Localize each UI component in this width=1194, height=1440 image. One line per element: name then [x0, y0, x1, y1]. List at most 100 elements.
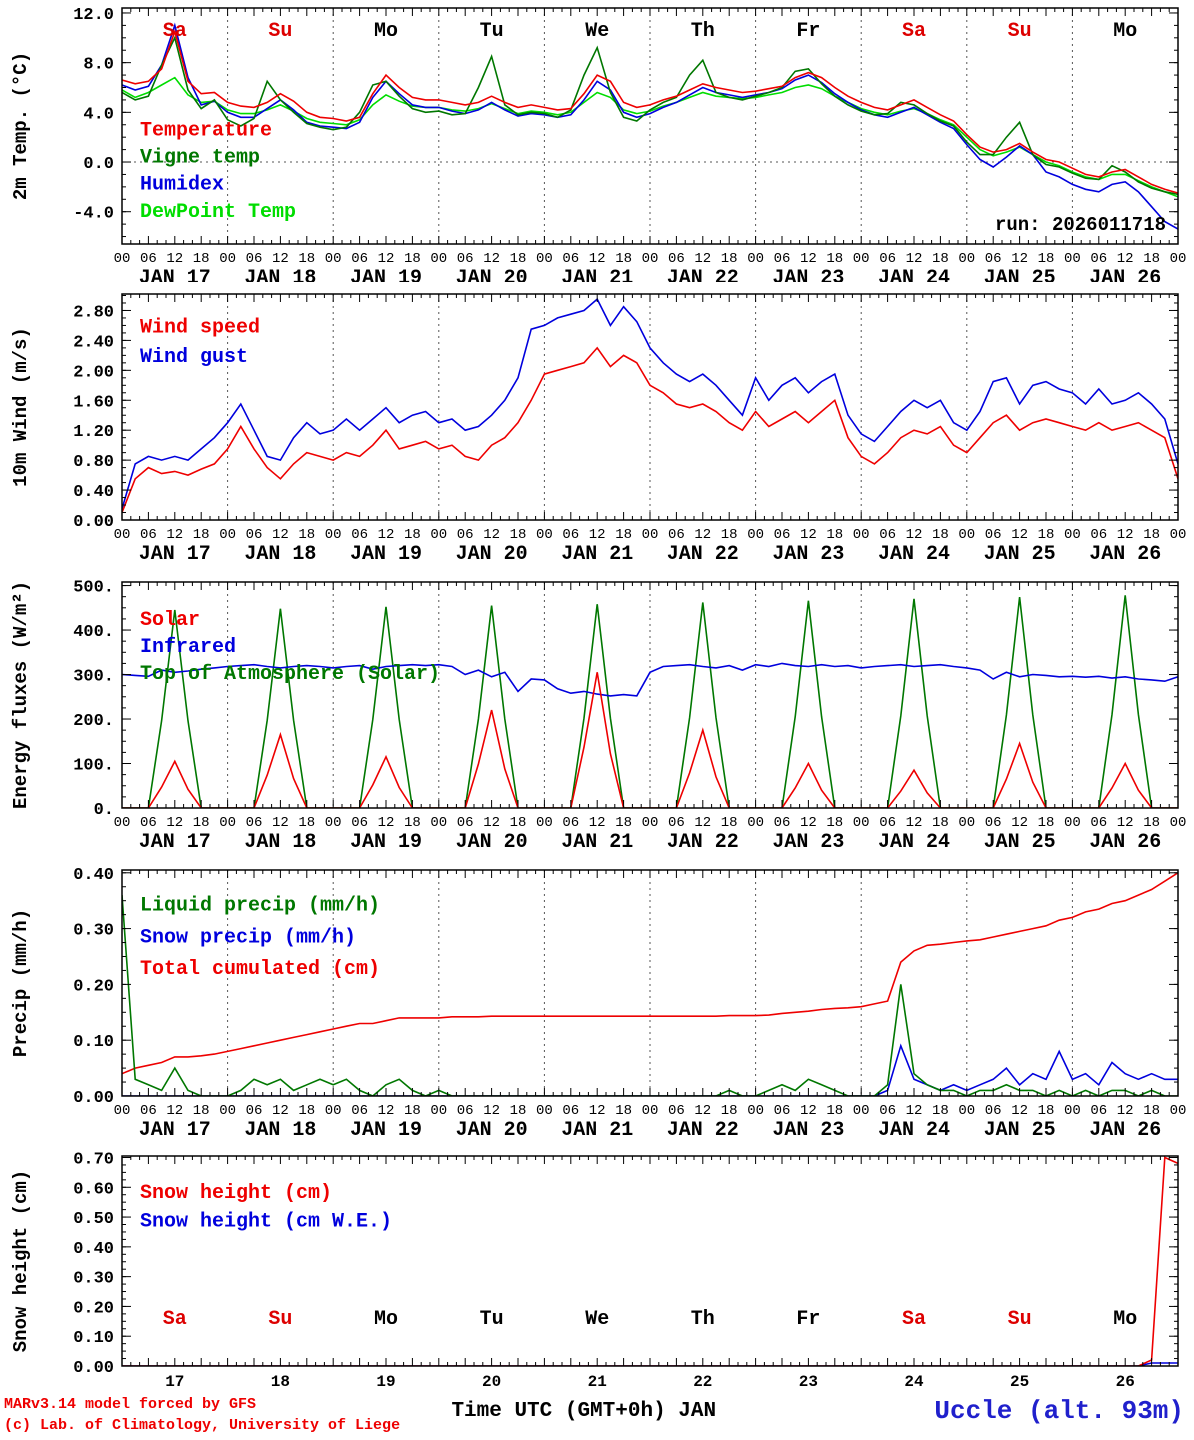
date-label: JAN 26: [1089, 267, 1161, 282]
weekday-label: Mo: [374, 1308, 398, 1331]
date-label: JAN 20: [456, 1119, 528, 1142]
legend-item: Solar: [140, 609, 200, 632]
date-label: JAN 20: [456, 543, 528, 566]
svg-text:00: 00: [1170, 1103, 1187, 1119]
y-tick-label: 300.: [73, 668, 114, 687]
date-label: JAN 24: [878, 1119, 950, 1142]
svg-text:06: 06: [1090, 1103, 1107, 1119]
y-tick-label: 0.70: [73, 1150, 114, 1169]
svg-text:12: 12: [1011, 1103, 1028, 1119]
y-tick-label: 8.0: [83, 56, 114, 75]
day-number: 26: [1116, 1373, 1135, 1391]
date-label: JAN 17: [139, 543, 211, 566]
svg-text:00: 00: [747, 527, 764, 543]
date-label: JAN 21: [561, 267, 633, 282]
svg-text:18: 18: [510, 251, 527, 267]
series-temperature: [122, 28, 1178, 194]
legend-item: Snow height (cm W.E.): [140, 1210, 392, 1233]
legend: Solar Infrared Top of Atmosphere (Solar): [140, 609, 440, 686]
weekday-labels: Sa Su Mo Tu We Th Fr Sa Su Mo: [163, 20, 1137, 43]
svg-text:06: 06: [985, 527, 1002, 543]
date-label: JAN 18: [244, 267, 316, 282]
svg-text:12: 12: [589, 251, 606, 267]
svg-text:18: 18: [826, 815, 843, 831]
date-label: JAN 26: [1089, 831, 1161, 854]
hour-labels: 00 06 12 18 00 06 12 18 00 06 12 18 00 06 12 18 00 06 12 18…: [114, 1103, 1187, 1119]
svg-text:00: 00: [536, 527, 553, 543]
svg-text:12: 12: [694, 251, 711, 267]
svg-text:12: 12: [483, 527, 500, 543]
day-number: 23: [799, 1373, 818, 1391]
svg-text:06: 06: [351, 1103, 368, 1119]
date-label: JAN 22: [667, 1119, 739, 1142]
legend-item: Total cumulated (cm): [140, 958, 380, 981]
svg-text:00: 00: [325, 815, 342, 831]
date-label: JAN 24: [878, 543, 950, 566]
date-label: JAN 19: [350, 267, 422, 282]
hour-labels: 00 06 12 18 00 06 12 18 00 06 12 18 00 06 12 18 00 06 12 18…: [114, 815, 1187, 831]
svg-text:12: 12: [694, 815, 711, 831]
temperature-panel: -4.0 0.0 4.0 8.0 12.0 00 06 12 18 00 06 12 18 00 06 12 1…: [0, 0, 1194, 282]
y-axis-title: 2m Temp. (°C): [10, 52, 32, 200]
svg-text:18: 18: [404, 251, 421, 267]
y-tick-label: 0.30: [73, 1270, 114, 1289]
series-vigne-temp: [122, 35, 1178, 196]
y-tick-label: 500.: [73, 579, 114, 598]
svg-text:12: 12: [694, 1103, 711, 1119]
day-number: 25: [1010, 1373, 1029, 1391]
svg-text:06: 06: [1090, 527, 1107, 543]
plot-frame: [121, 293, 1179, 521]
svg-text:12: 12: [378, 1103, 395, 1119]
model-credit-line1: MARv3.14 model forced by GFS: [4, 1396, 257, 1413]
svg-text:06: 06: [562, 527, 579, 543]
day-number: 24: [904, 1373, 924, 1391]
date-label: JAN 23: [772, 1119, 844, 1142]
date-label: JAN 17: [139, 1119, 211, 1142]
svg-text:18: 18: [721, 815, 738, 831]
weekday-label: We: [585, 1308, 609, 1331]
y-axis-title: 10m Wind (m/s): [10, 327, 32, 487]
date-label: JAN 21: [561, 1119, 633, 1142]
weekday-label: Mo: [374, 20, 398, 43]
svg-text:06: 06: [668, 251, 685, 267]
svg-text:06: 06: [668, 1103, 685, 1119]
date-label: JAN 18: [244, 831, 316, 854]
wind-panel: 0.00 0.40 0.80 1.20 1.60 2.00 2.40 2.80 00 06 12 18…: [0, 282, 1194, 570]
svg-text:00: 00: [1064, 251, 1081, 267]
svg-text:12: 12: [483, 1103, 500, 1119]
plot-frame: [121, 7, 1179, 245]
date-label: JAN 20: [456, 267, 528, 282]
svg-text:12: 12: [166, 1103, 183, 1119]
series-group: [122, 872, 1178, 1096]
svg-text:18: 18: [615, 1103, 632, 1119]
wind-chart: 0.00 0.40 0.80 1.20 1.60 2.00 2.40 2.80 00 06 12 18…: [10, 293, 1186, 566]
weekday-label: Su: [1008, 1308, 1032, 1331]
svg-text:06: 06: [351, 527, 368, 543]
svg-text:06: 06: [879, 815, 896, 831]
y-tick-label: 0.10: [73, 1033, 114, 1052]
date-label: JAN 21: [561, 543, 633, 566]
svg-text:12: 12: [589, 1103, 606, 1119]
svg-text:18: 18: [1038, 1103, 1055, 1119]
legend-item: DewPoint Temp: [140, 201, 296, 224]
svg-text:06: 06: [246, 251, 263, 267]
date-label: JAN 18: [244, 1119, 316, 1142]
legend-item: Infrared: [140, 636, 236, 659]
svg-text:18: 18: [1038, 815, 1055, 831]
date-label: JAN 21: [561, 831, 633, 854]
svg-text:18: 18: [298, 1103, 315, 1119]
y-tick-label: 12.0: [73, 6, 114, 25]
day-number: 17: [165, 1373, 184, 1391]
svg-text:00: 00: [642, 527, 659, 543]
legend-item: Vigne temp: [140, 147, 260, 170]
svg-text:18: 18: [932, 815, 949, 831]
date-label: JAN 24: [878, 267, 950, 282]
svg-text:06: 06: [774, 527, 791, 543]
svg-text:00: 00: [1170, 815, 1187, 831]
svg-text:00: 00: [1064, 1103, 1081, 1119]
svg-text:12: 12: [800, 1103, 817, 1119]
svg-text:12: 12: [378, 251, 395, 267]
svg-text:12: 12: [800, 815, 817, 831]
svg-text:12: 12: [906, 1103, 923, 1119]
svg-text:06: 06: [774, 815, 791, 831]
